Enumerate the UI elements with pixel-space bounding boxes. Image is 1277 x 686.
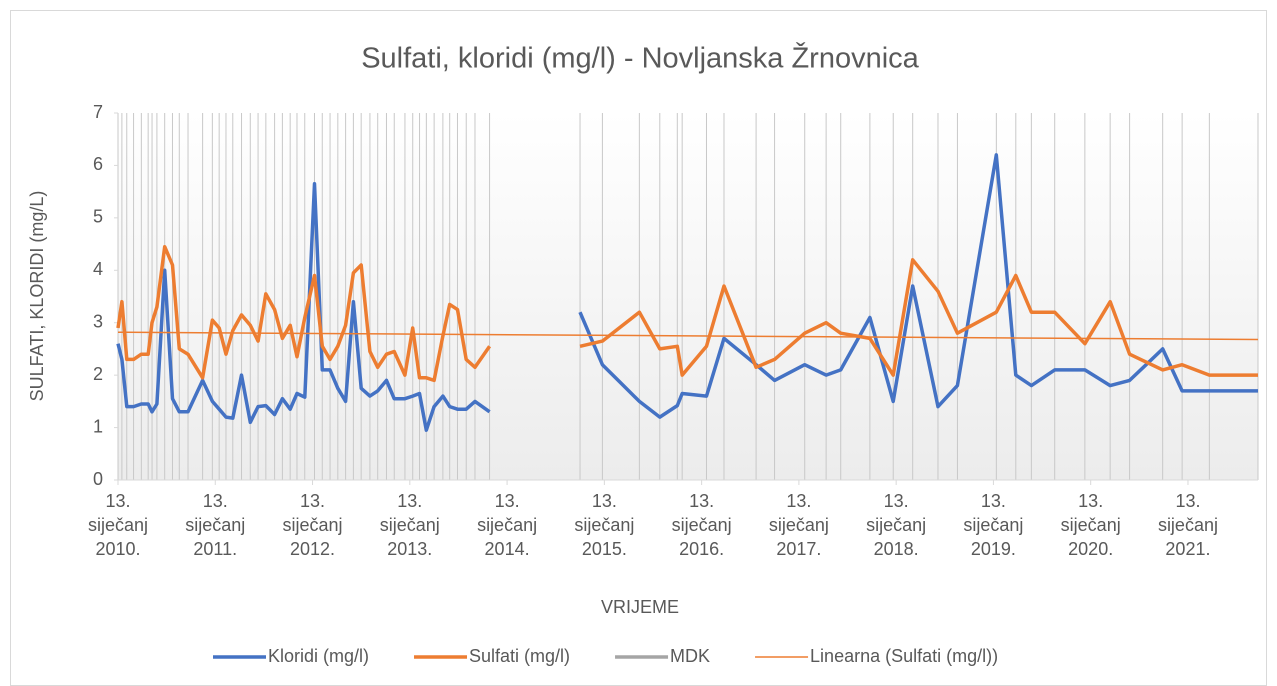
y-tick-label: 1 <box>93 416 103 436</box>
series-line <box>116 182 491 432</box>
legend-label: MDK <box>670 646 710 666</box>
x-tick-label: 13. siječanj 2019. <box>963 491 1024 559</box>
y-tick-label: 6 <box>93 154 103 174</box>
series-line <box>578 153 1258 419</box>
trend-line <box>117 331 1259 341</box>
legend-label: Sulfati (mg/l) <box>469 646 570 666</box>
x-tick-label: 13. siječanj 2014. <box>477 491 538 559</box>
x-tick-label: 13. siječanj 2021. <box>1157 491 1218 559</box>
x-tick-label: 13. siječanj 2012. <box>282 491 343 559</box>
y-tick-label: 5 <box>93 207 103 227</box>
series-line <box>579 258 1258 377</box>
x-tick-label: 13. siječanj 2011. <box>185 491 246 559</box>
y-tick-label: 7 <box>93 102 103 122</box>
x-tick-label: 13. siječanj 2013. <box>379 491 440 559</box>
chart-title: Sulfati, kloridi (mg/l) - Novljanska Žrn… <box>361 42 919 75</box>
x-tick-label: 13. siječanj 2015. <box>574 491 635 559</box>
series-line <box>116 244 492 383</box>
y-tick-label: 2 <box>93 364 103 384</box>
y-tick-label: 4 <box>93 259 103 279</box>
legend-label: Linearna (Sulfati (mg/l)) <box>810 646 998 666</box>
x-tick-label: 13. siječanj 2020. <box>1060 491 1121 559</box>
x-tick-label: 13. siječanj 2018. <box>866 491 927 559</box>
x-tick-label: 13. siječanj 2010. <box>87 491 149 559</box>
x-tick-label: 13. siječanj 2017. <box>768 491 829 559</box>
y-tick-label: 0 <box>93 469 103 489</box>
y-axis-label: SULFATI, KLORIDI (mg/L) <box>27 191 47 402</box>
y-tick-label: 3 <box>93 311 103 331</box>
legend-label: Kloridi (mg/l) <box>268 646 369 666</box>
plot-area <box>118 113 1258 480</box>
x-tick-label: 13. siječanj 2016. <box>671 491 732 559</box>
x-axis-label: VRIJEME <box>601 597 679 617</box>
